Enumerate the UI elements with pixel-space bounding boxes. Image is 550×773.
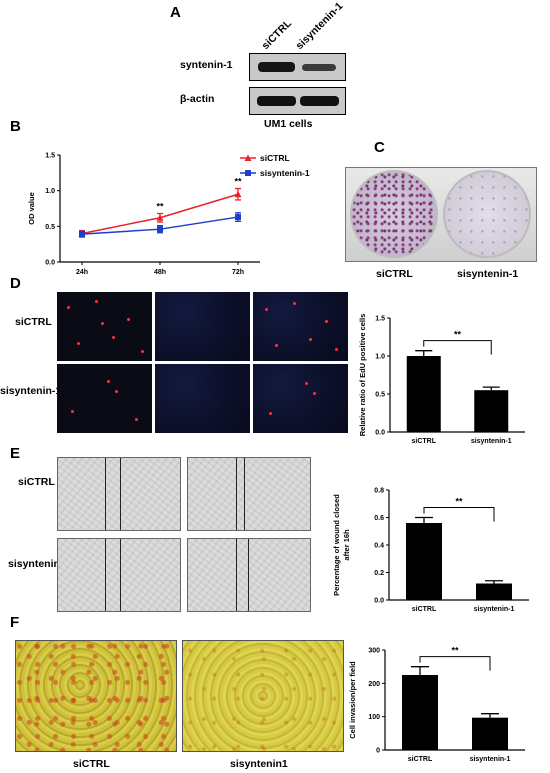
y-tick-label: 1.5 [45, 153, 55, 160]
edu-image-kd-dapi [155, 364, 250, 433]
wound-image-ctrl-0h [57, 457, 181, 531]
y-axis-label: Cell invasion/per field [348, 661, 357, 739]
colony-label-kd: sisyntenin-1 [457, 268, 519, 280]
y-tick-label: 0.0 [375, 430, 385, 437]
legend-label: sisyntenin-1 [260, 168, 310, 178]
significance-label: ** [451, 646, 459, 656]
colony-plate [345, 167, 537, 262]
syntenin-band-kd [302, 64, 336, 71]
x-tick-label: 48h [154, 269, 166, 275]
blot-caption: UM1 cells [264, 118, 313, 130]
legend-marker [244, 154, 252, 161]
x-tick-label: sisyntenin-1 [471, 438, 512, 445]
wound-image-kd-0h [57, 538, 181, 612]
panel-letter-f: F [10, 614, 20, 631]
syntenin-band-ctrl [258, 62, 295, 72]
y-tick-label: 1.5 [375, 316, 385, 323]
wound-image-kd-16h [187, 538, 311, 612]
significance-bracket [423, 340, 492, 355]
chart-e: 0.0 0.2 0.4 0.6 0.8 siCTRL sisyntenin-1 ** Perce… [332, 488, 529, 613]
y-tick-label: 0.6 [374, 515, 384, 522]
significance-bracket [419, 656, 491, 671]
lane-label-kd: sisyntenin-1 [293, 0, 346, 53]
significance-label: ** [234, 177, 242, 187]
legend-label: siCTRL [260, 153, 290, 163]
bar [476, 583, 512, 600]
syntenin-blot [249, 53, 346, 81]
y-tick-label: 200 [368, 681, 380, 688]
y-tick-label: 300 [368, 648, 380, 655]
x-tick-label: 24h [76, 269, 88, 275]
y-axis-label: Percentage of wound closed [332, 494, 341, 596]
data-point [235, 214, 241, 221]
invasion-label-ctrl: siCTRL [73, 758, 110, 770]
panel-letter-b: B [10, 118, 21, 135]
colony-label-ctrl: siCTRL [376, 268, 413, 280]
y-tick-label: 0.2 [374, 570, 384, 577]
wound-row-label-ctrl: siCTRL [18, 476, 55, 488]
y-tick-label: 0 [376, 748, 380, 755]
y-tick-label: 1.0 [375, 354, 385, 361]
y-tick-label: 0.5 [375, 392, 385, 399]
edu-image-kd-edu [57, 364, 152, 433]
colony-well-ctrl [350, 170, 438, 258]
bar [406, 356, 441, 432]
colony-well-kd [443, 170, 531, 258]
blot-row-actin: β-actin [180, 93, 215, 105]
y-axis-label: after 16h [342, 529, 351, 561]
y-tick-label: 0.0 [374, 598, 384, 605]
wound-row-label-kd: sisyntenin1 [8, 558, 66, 570]
x-tick-label: 72h [232, 269, 244, 275]
data-point [157, 226, 163, 233]
significance-label: ** [454, 330, 462, 340]
invasion-image-ctrl [15, 640, 177, 752]
panel-letter-c: C [374, 139, 385, 156]
y-tick-label: 100 [368, 714, 380, 721]
y-tick-label: 0.5 [45, 224, 55, 231]
wound-image-ctrl-16h [187, 457, 311, 531]
invasion-image-kd [182, 640, 344, 752]
chart-b: 0.0 0.5 1.0 1.5 24h 48h 72h OD value ** ** siCTRL s… [27, 153, 310, 276]
x-tick-label: sisyntenin-1 [474, 606, 515, 613]
x-tick-label: siCTRL [412, 606, 437, 613]
x-tick-label: sisyntenin-1 [470, 756, 511, 763]
y-tick-label: 1.0 [45, 188, 55, 195]
edu-row-label-kd: sisyntenin-1 [0, 385, 62, 397]
y-tick-label: 0.0 [45, 260, 55, 267]
data-point [79, 231, 85, 238]
legend-marker [245, 170, 251, 176]
edu-image-ctrl-edu [57, 292, 152, 361]
significance-label: ** [455, 497, 463, 507]
chart-f: 0 100 200 300 siCTRL sisyntenin-1 ** Cell invas… [348, 646, 525, 763]
actin-blot [249, 87, 346, 115]
chart-d: 0.0 0.5 1.0 1.5 siCTRL sisyntenin-1 ** Relative… [358, 314, 525, 445]
lane-label-ctrl: siCTRL [259, 17, 294, 53]
x-tick-label: siCTRL [408, 756, 433, 763]
blot-row-syntenin: syntenin-1 [180, 59, 233, 71]
panel-letter-a: A [170, 4, 181, 21]
significance-label: ** [156, 201, 164, 211]
panel-letter-d: D [10, 275, 21, 292]
bar [406, 523, 442, 600]
bar [402, 675, 438, 750]
bar [474, 390, 509, 432]
y-tick-label: 0.8 [374, 488, 384, 495]
edu-image-kd-merge [253, 364, 348, 433]
actin-band-ctrl [257, 96, 296, 106]
panel-letter-e: E [10, 445, 21, 462]
significance-bracket [423, 507, 495, 522]
actin-band-kd [300, 96, 339, 106]
y-tick-label: 0.4 [374, 543, 384, 550]
y-axis-label: OD value [27, 192, 36, 225]
bar [472, 717, 508, 750]
invasion-label-kd: sisyntenin1 [230, 758, 288, 770]
y-axis-label: Relative ratio of EdU positive cells [358, 314, 367, 437]
edu-row-label-ctrl: siCTRL [15, 316, 52, 328]
edu-image-ctrl-merge [253, 292, 348, 361]
data-point [234, 190, 242, 198]
edu-image-ctrl-dapi [155, 292, 250, 361]
data-point [156, 214, 164, 221]
x-tick-label: siCTRL [412, 438, 437, 445]
